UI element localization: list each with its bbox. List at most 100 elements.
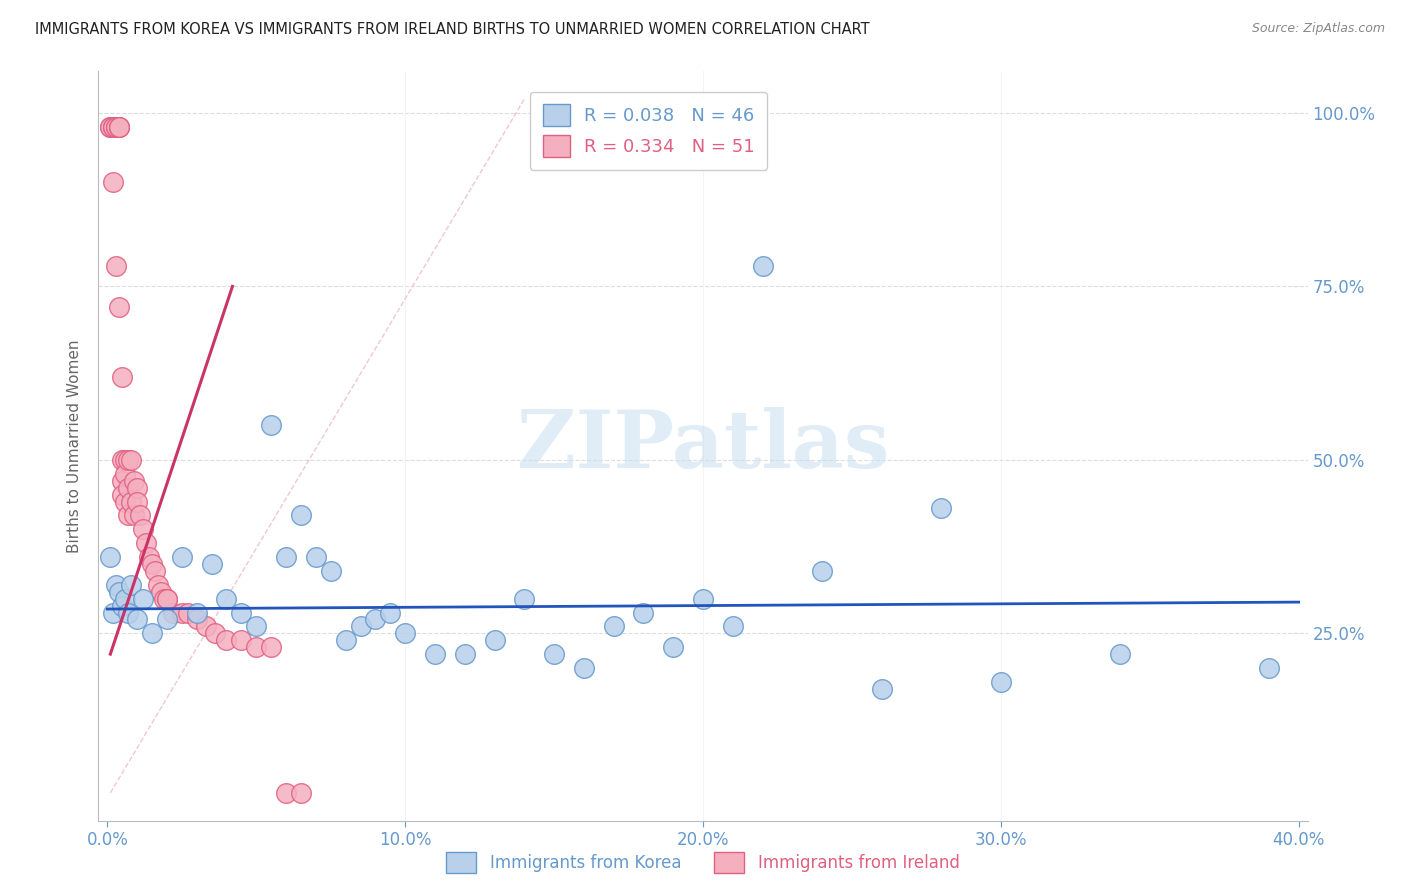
Point [543, 647, 565, 661]
Point [103, 606, 125, 620]
Point [111, 599, 134, 613]
Point [751, 259, 773, 273]
Point [120, 578, 142, 592]
Point [231, 633, 253, 648]
Point [103, 120, 125, 134]
Point [98, 549, 121, 564]
Point [143, 564, 166, 578]
Point [105, 120, 128, 134]
Point [1109, 647, 1132, 661]
Point [108, 584, 131, 599]
Point [290, 508, 312, 523]
Point [108, 120, 131, 134]
Point [231, 606, 253, 620]
Point [127, 494, 149, 508]
Point [127, 612, 149, 626]
Text: IMMIGRANTS FROM KOREA VS IMMIGRANTS FROM IRELAND BIRTHS TO UNMARRIED WOMEN CORRE: IMMIGRANTS FROM KOREA VS IMMIGRANTS FROM… [35, 22, 870, 37]
Point [200, 557, 222, 571]
Point [117, 508, 139, 523]
Point [305, 549, 328, 564]
Point [811, 564, 834, 578]
Point [111, 453, 134, 467]
Point [127, 481, 149, 495]
Point [394, 626, 416, 640]
Point [132, 591, 155, 606]
Point [114, 494, 136, 508]
Point [98, 120, 121, 134]
Point [156, 591, 179, 606]
Point [274, 786, 297, 800]
Point [153, 591, 176, 606]
Point [138, 549, 160, 564]
Point [721, 619, 744, 633]
Point [380, 606, 402, 620]
Point [335, 633, 357, 648]
Point [990, 674, 1012, 689]
Point [364, 612, 387, 626]
Point [117, 481, 139, 495]
Point [870, 681, 893, 696]
Point [120, 494, 142, 508]
Point [170, 549, 193, 564]
Point [103, 120, 125, 134]
Point [108, 120, 131, 134]
Point [186, 612, 208, 626]
Point [132, 522, 155, 536]
Point [108, 120, 131, 134]
Point [114, 467, 136, 481]
Point [194, 619, 217, 633]
Text: ZIPatlas: ZIPatlas [517, 407, 889, 485]
Point [114, 453, 136, 467]
Y-axis label: Births to Unmarried Women: Births to Unmarried Women [67, 339, 83, 553]
Point [260, 640, 283, 655]
Point [245, 640, 267, 655]
Point [146, 578, 169, 592]
Point [149, 584, 172, 599]
Point [484, 633, 506, 648]
Point [105, 578, 128, 592]
Point [245, 619, 267, 633]
Text: Source: ZipAtlas.com: Source: ZipAtlas.com [1251, 22, 1385, 36]
Point [319, 564, 342, 578]
Point [215, 633, 238, 648]
Point [111, 487, 134, 501]
Point [633, 606, 655, 620]
Point [215, 591, 238, 606]
Point [111, 369, 134, 384]
Legend: Immigrants from Korea, Immigrants from Ireland: Immigrants from Korea, Immigrants from I… [440, 846, 966, 880]
Point [103, 175, 125, 189]
Point [114, 591, 136, 606]
Point [141, 626, 163, 640]
Point [454, 647, 477, 661]
Point [135, 536, 157, 550]
Legend: R = 0.038   N = 46, R = 0.334   N = 51: R = 0.038 N = 46, R = 0.334 N = 51 [530, 92, 768, 170]
Point [105, 259, 128, 273]
Point [141, 557, 163, 571]
Point [260, 418, 283, 433]
Point [290, 786, 312, 800]
Point [111, 474, 134, 488]
Point [177, 606, 200, 620]
Point [423, 647, 446, 661]
Point [117, 606, 139, 620]
Point [274, 549, 297, 564]
Point [572, 661, 595, 675]
Point [122, 508, 145, 523]
Point [349, 619, 371, 633]
Point [156, 612, 179, 626]
Point [129, 508, 152, 523]
Point [122, 474, 145, 488]
Point [98, 120, 121, 134]
Point [602, 619, 624, 633]
Point [662, 640, 685, 655]
Point [204, 626, 226, 640]
Point [692, 591, 714, 606]
Point [1257, 661, 1279, 675]
Point [156, 591, 179, 606]
Point [186, 606, 208, 620]
Point [513, 591, 536, 606]
Point [162, 606, 184, 620]
Point [170, 606, 193, 620]
Point [929, 501, 952, 516]
Point [120, 453, 142, 467]
